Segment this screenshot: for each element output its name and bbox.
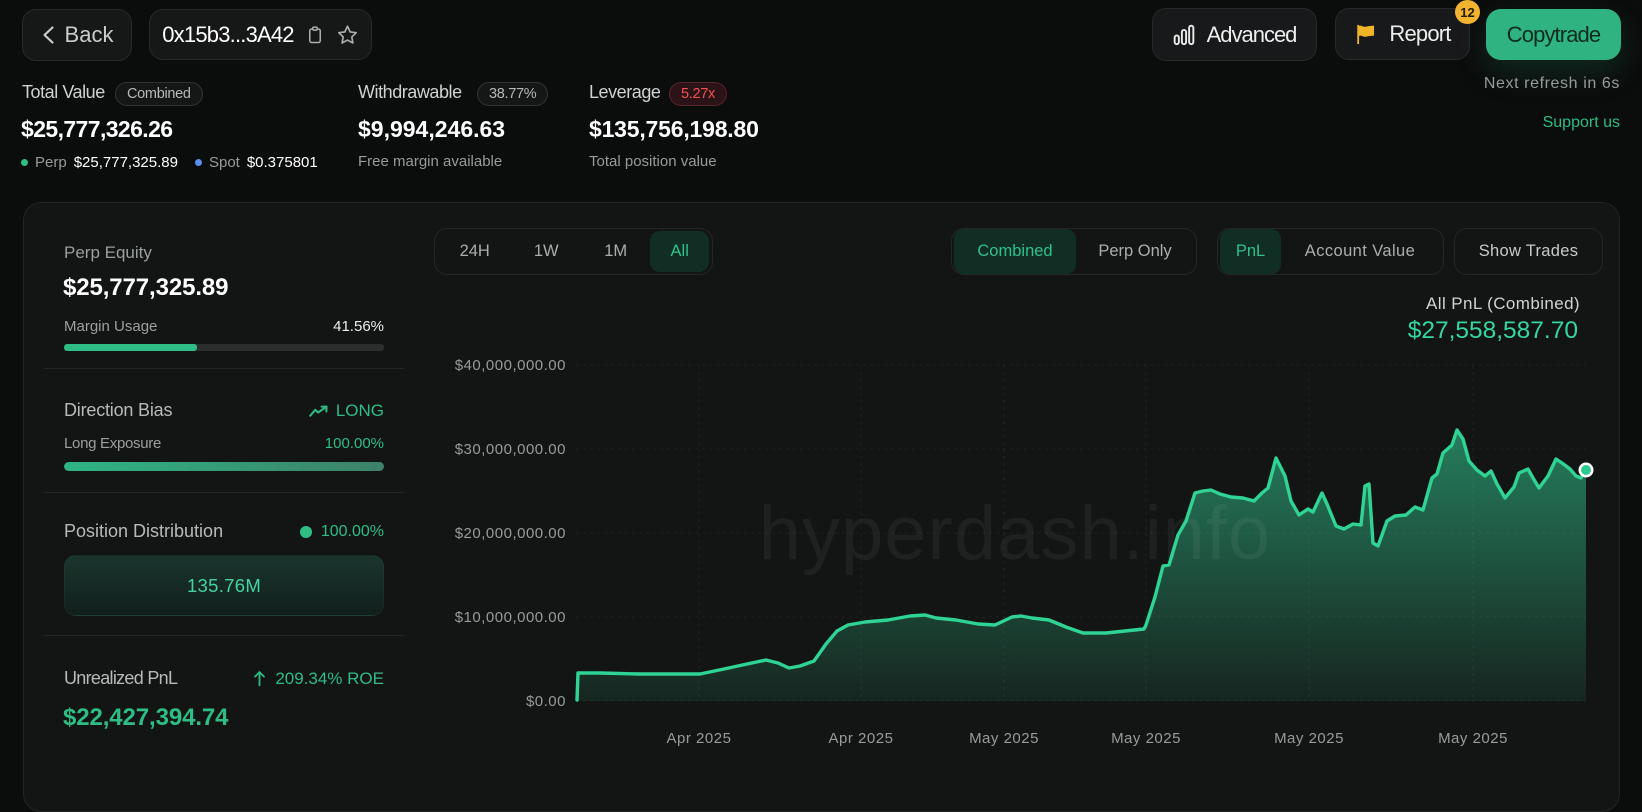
svg-text:May 2025: May 2025 [1438,730,1508,747]
svg-text:$20,000,000.00: $20,000,000.00 [455,525,566,542]
svg-text:$10,000,000.00: $10,000,000.00 [455,609,566,626]
svg-text:$40,000,000.00: $40,000,000.00 [455,357,566,374]
svg-text:hyperdash.info: hyperdash.info [759,491,1272,576]
svg-text:May 2025: May 2025 [969,730,1039,747]
svg-text:Apr 2025: Apr 2025 [667,730,732,747]
svg-text:$0.00: $0.00 [526,693,566,710]
svg-text:Apr 2025: Apr 2025 [829,730,894,747]
svg-text:May 2025: May 2025 [1111,730,1181,747]
svg-text:$30,000,000.00: $30,000,000.00 [455,441,566,458]
svg-text:May 2025: May 2025 [1274,730,1344,747]
